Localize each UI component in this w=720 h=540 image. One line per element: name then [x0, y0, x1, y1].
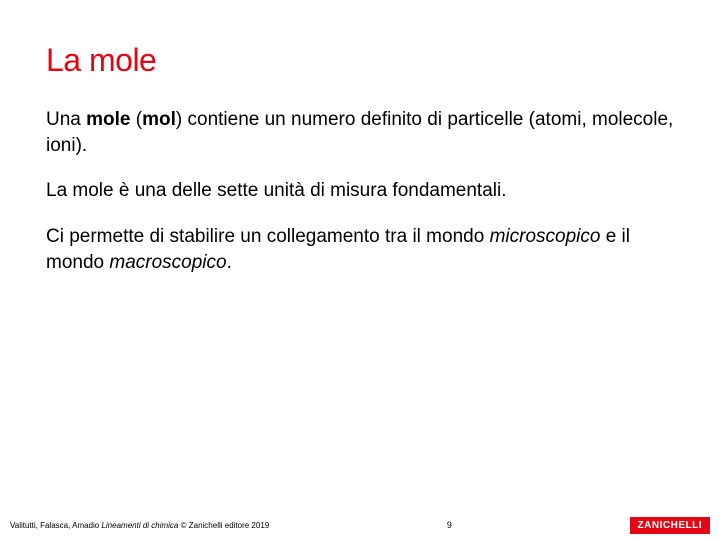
slide-title: La mole [46, 42, 674, 79]
footer-book-title: Lineamenti di chimica [101, 521, 178, 530]
p1-bold-mole: mole [86, 109, 130, 130]
content-area: La mole Una mole (mol) contiene un numer… [0, 0, 720, 514]
footer-copyright: © Zanichelli editore 2019 [178, 521, 269, 530]
p1-paren-open: ( [131, 109, 143, 130]
p1-bold-mol: mol [142, 109, 176, 130]
p3-italic-micro: microscopico [490, 226, 601, 247]
p3-suffix: . [227, 252, 232, 273]
paragraph-1: Una mole (mol) contiene un numero defini… [46, 107, 674, 158]
publisher-logo: ZANICHELLI [630, 517, 710, 534]
paragraph-3: Ci permette di stabilire un collegamento… [46, 224, 674, 275]
footer: Valitutti, Falasca, Amadio Lineamenti di… [0, 514, 720, 540]
footer-credits: Valitutti, Falasca, Amadio Lineamenti di… [10, 521, 269, 530]
paragraph-2: La mole è una delle sette unità di misur… [46, 178, 674, 204]
p1-text: Una [46, 109, 86, 130]
page-number: 9 [269, 520, 629, 530]
p3-prefix: Ci permette di stabilire un collegamento… [46, 226, 490, 247]
slide: La mole Una mole (mol) contiene un numer… [0, 0, 720, 540]
footer-authors: Valitutti, Falasca, Amadio [10, 521, 101, 530]
p3-italic-macro: macroscopico [109, 252, 226, 273]
